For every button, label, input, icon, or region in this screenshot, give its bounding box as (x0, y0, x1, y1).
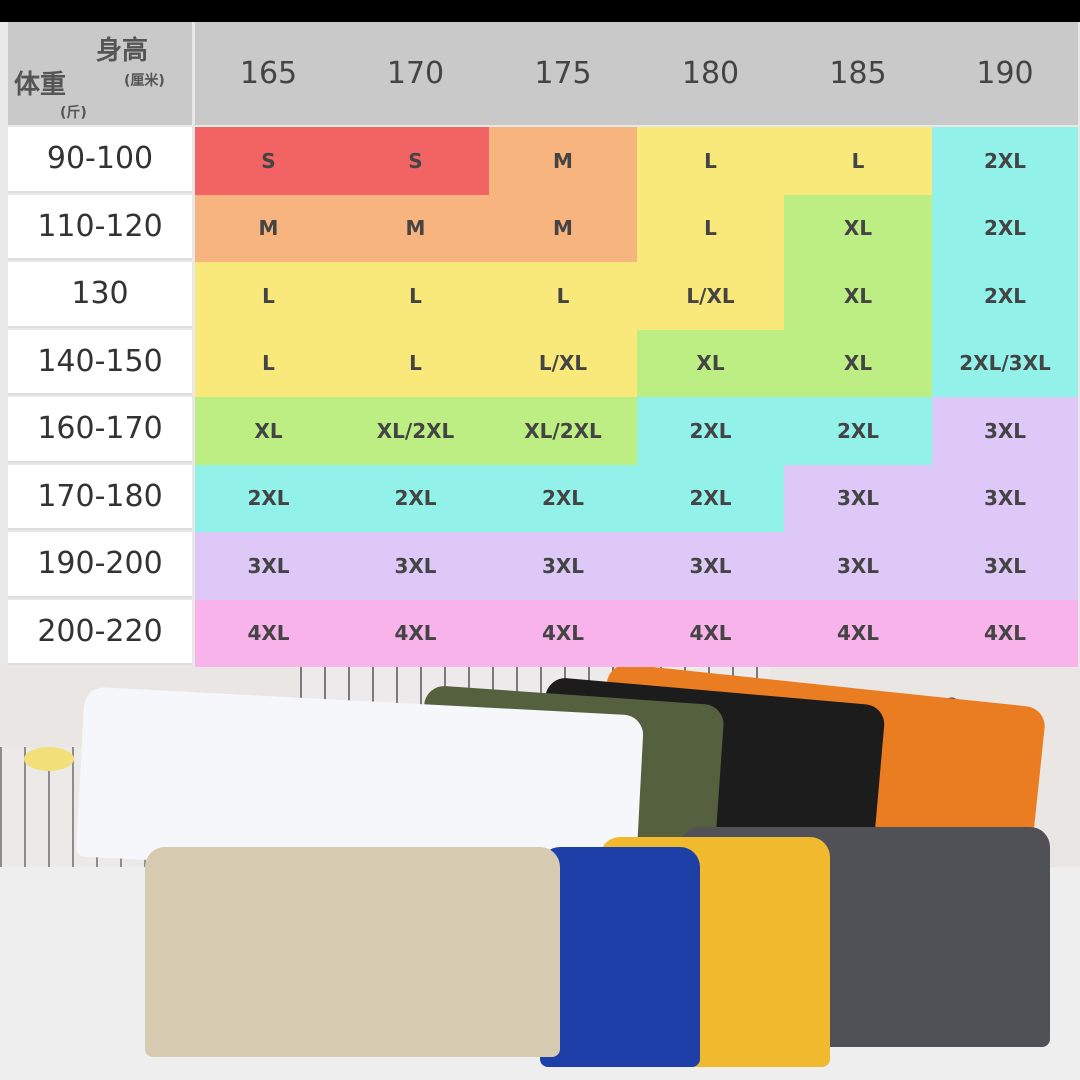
size-cell: S (195, 127, 342, 195)
height-unit: (厘米) (124, 73, 165, 89)
size-cell: 2XL (342, 464, 489, 532)
height-header: 190 (932, 22, 1078, 125)
size-cell: L/XL (489, 329, 637, 397)
weight-label: 110-120 (8, 194, 192, 260)
shirt-beige (145, 847, 560, 1057)
size-chart: 身高 (厘米) 体重 (斤) 165 170 175 180 185 190 90-100 S… (0, 22, 1080, 667)
weight-label: 190-200 (8, 532, 192, 598)
size-cell: L (195, 329, 342, 397)
size-cell: L (489, 262, 637, 330)
size-cell: 4XL (784, 599, 932, 667)
size-cell: 2XL (932, 194, 1078, 262)
size-cell: 3XL (784, 532, 932, 600)
size-cell: 3XL (932, 464, 1078, 532)
height-header: 180 (637, 22, 784, 125)
size-cell: 3XL (932, 397, 1078, 465)
weight-label: 170-180 (8, 464, 192, 530)
size-cell: XL (784, 262, 932, 330)
size-cell: 4XL (637, 599, 784, 667)
size-cell: 2XL (637, 464, 784, 532)
size-cell: 3XL (195, 532, 342, 600)
size-cell: S (342, 127, 489, 195)
weight-label: 体重 (14, 70, 67, 100)
size-cell: L (637, 127, 784, 195)
size-cell: XL (784, 329, 932, 397)
size-cell: M (489, 194, 637, 262)
size-cell: 2XL (489, 464, 637, 532)
size-cell: L/XL (637, 262, 784, 330)
size-cell: 2XL (195, 464, 342, 532)
coaster-decor (24, 747, 74, 771)
size-cell: 4XL (489, 599, 637, 667)
size-cell: L (637, 194, 784, 262)
size-cell: L (342, 329, 489, 397)
size-cell: 4XL (342, 599, 489, 667)
size-cell: L (784, 127, 932, 195)
weight-unit: (斤) (60, 105, 87, 121)
height-label: 身高 (96, 36, 149, 66)
size-cell: M (342, 194, 489, 262)
size-cell: 3XL (932, 532, 1078, 600)
tshirts-photo (0, 667, 1080, 1080)
size-cell: 2XL (932, 127, 1078, 195)
weight-label: 90-100 (8, 127, 192, 193)
weight-label: 160-170 (8, 397, 192, 463)
weight-label: 200-220 (8, 599, 192, 665)
size-cell: L (342, 262, 489, 330)
size-cell: XL/2XL (489, 397, 637, 465)
height-header: 185 (784, 22, 932, 125)
size-cell: M (195, 194, 342, 262)
size-cell: 2XL (784, 397, 932, 465)
size-cell: 2XL/3XL (932, 329, 1078, 397)
size-cell: 3XL (342, 532, 489, 600)
height-header: 175 (489, 22, 637, 125)
size-cell: M (489, 127, 637, 195)
shirt-blue (540, 847, 700, 1067)
weight-label: 130 (8, 262, 192, 328)
size-cell: XL/2XL (342, 397, 489, 465)
size-cell: XL (195, 397, 342, 465)
header-corner: 身高 (厘米) 体重 (斤) (8, 22, 192, 125)
size-cell: 3XL (784, 464, 932, 532)
size-cell: 2XL (637, 397, 784, 465)
size-cell: 3XL (489, 532, 637, 600)
size-cell: 4XL (932, 599, 1078, 667)
weight-label: 140-150 (8, 329, 192, 395)
height-header: 165 (195, 22, 342, 125)
size-cell: 4XL (195, 599, 342, 667)
size-cell: 3XL (637, 532, 784, 600)
height-header: 170 (342, 22, 489, 125)
size-cell: XL (637, 329, 784, 397)
size-cell: L (195, 262, 342, 330)
size-cell: XL (784, 194, 932, 262)
size-cell: 2XL (932, 262, 1078, 330)
